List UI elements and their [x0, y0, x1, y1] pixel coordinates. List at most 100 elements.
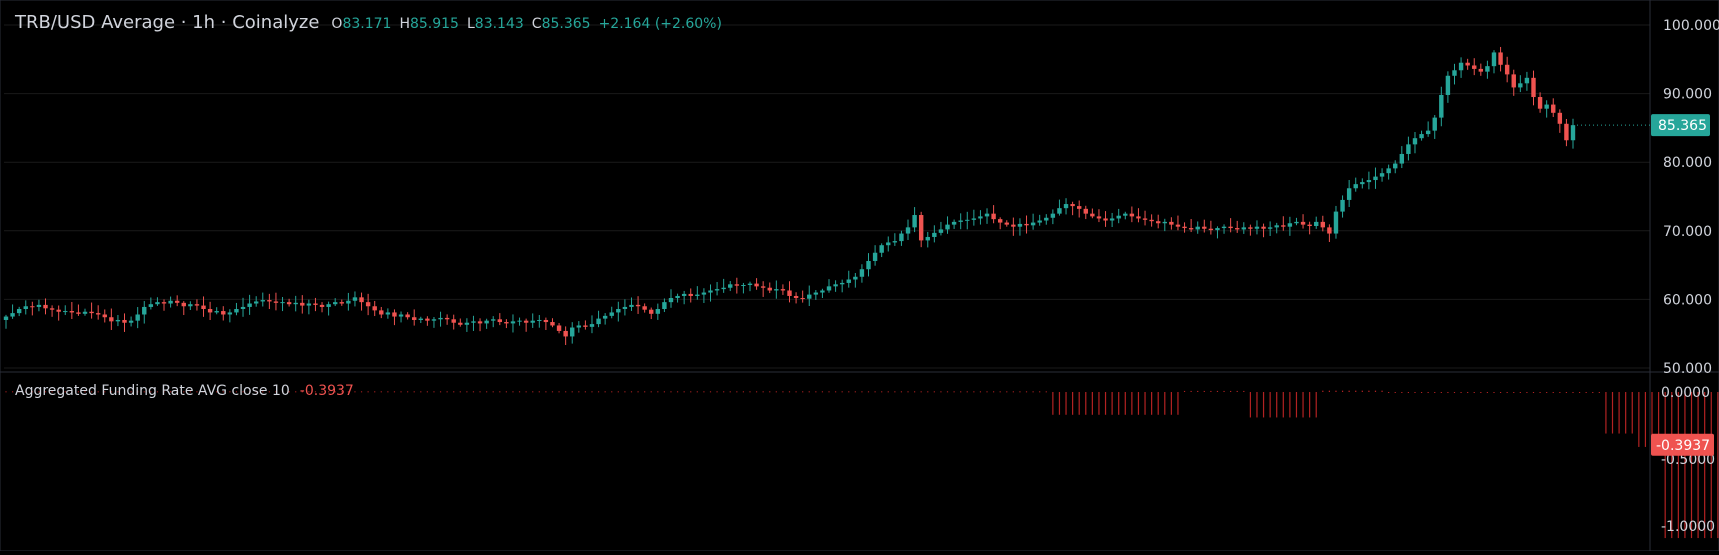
symbol-title[interactable]: TRB/USD Average · 1h · Coinalyze	[15, 12, 320, 33]
candle	[227, 309, 233, 323]
candle-body	[576, 325, 582, 328]
funding-axis[interactable]: 0.0000 -0.5000 -1.0000	[1661, 385, 1715, 535]
candle-body	[530, 320, 535, 323]
candle	[1149, 214, 1154, 227]
funding-bar	[420, 391, 422, 393]
candle-body	[1215, 228, 1220, 231]
funding-bar	[532, 391, 534, 393]
indicator-name[interactable]: Aggregated Funding Rate AVG close 10	[15, 383, 290, 399]
candle	[760, 281, 766, 297]
candle-body	[826, 286, 832, 291]
candle	[550, 318, 555, 328]
candle	[477, 318, 483, 332]
funding-bar	[1249, 392, 1251, 418]
funding-bar	[1381, 390, 1383, 392]
candle-body	[109, 317, 114, 322]
candle	[905, 219, 911, 240]
funding-bar	[696, 391, 698, 393]
candle	[451, 314, 456, 330]
candle-body	[405, 314, 410, 318]
candle-body	[510, 321, 516, 324]
candle-body	[234, 309, 239, 313]
funding-bar	[235, 391, 238, 393]
candle-body	[1491, 52, 1497, 67]
candle	[1504, 56, 1510, 83]
funding-bar	[242, 391, 244, 393]
funding-bar	[795, 391, 797, 393]
price-tick-label: 70.000	[1663, 224, 1712, 240]
funding-bar	[821, 391, 824, 393]
candle-body	[1116, 215, 1121, 219]
candle-body	[866, 260, 871, 270]
funding-bar	[25, 391, 27, 393]
candle-body	[1327, 227, 1332, 234]
candle-body	[1307, 224, 1312, 226]
candle	[734, 277, 740, 294]
candle-body	[1294, 221, 1299, 224]
candle	[826, 279, 832, 293]
funding-bar	[788, 391, 791, 393]
candle-body	[240, 306, 246, 310]
funding-bar	[110, 391, 112, 393]
candle-body	[1241, 227, 1246, 230]
funding-bar	[1276, 392, 1278, 418]
candle-body	[793, 295, 799, 299]
candle	[1241, 222, 1246, 234]
funding-bar	[1717, 392, 1719, 539]
funding-bar	[1309, 392, 1311, 418]
candle	[932, 225, 937, 243]
candle-body	[319, 304, 325, 307]
candle	[181, 301, 186, 316]
funding-bar	[966, 391, 968, 393]
candle-body	[365, 302, 371, 307]
price-axis[interactable]: 100.000 90.000 80.000 70.000 60.000 50.000	[1663, 18, 1719, 377]
candle	[1254, 220, 1260, 235]
candle	[1452, 63, 1457, 85]
candle	[642, 303, 647, 313]
candle-body	[1037, 220, 1042, 223]
funding-bar	[1592, 392, 1594, 393]
candle-body	[839, 282, 845, 285]
candle-body	[1320, 221, 1326, 228]
candle	[286, 298, 292, 307]
funding-tick-label: 0.0000	[1661, 385, 1710, 401]
candle-body	[1235, 228, 1240, 230]
candle-body	[444, 317, 450, 320]
candle	[491, 316, 496, 328]
candle-body	[912, 215, 917, 228]
funding-bar	[268, 391, 270, 393]
candle-body	[1485, 66, 1490, 72]
candle-body	[326, 304, 331, 307]
candle	[1136, 208, 1141, 223]
candle	[984, 208, 990, 224]
candle-body	[1393, 163, 1398, 169]
funding-bar	[709, 391, 712, 393]
candle-body	[188, 304, 193, 307]
candle	[1267, 221, 1273, 236]
candle	[1360, 178, 1365, 189]
candle-body	[1498, 52, 1503, 65]
funding-bar	[999, 391, 1001, 393]
candle	[1307, 221, 1312, 235]
funding-bar	[1651, 392, 1653, 447]
candle-body	[412, 317, 417, 320]
funding-bar	[663, 391, 666, 393]
candle-body	[1537, 97, 1543, 109]
candle-body	[431, 319, 437, 321]
candle-body	[1096, 216, 1102, 219]
funding-bar	[1414, 392, 1416, 393]
funding-bar	[993, 391, 995, 393]
candle-body	[161, 302, 167, 304]
candle-body	[833, 284, 838, 287]
funding-bar	[1657, 392, 1660, 447]
candle	[866, 253, 871, 277]
candle	[1327, 224, 1332, 242]
candle	[16, 306, 22, 317]
candle	[1287, 216, 1293, 236]
candle	[609, 306, 614, 319]
last-price-label: 85.365	[1658, 118, 1707, 134]
candle	[1491, 50, 1497, 74]
funding-bar	[657, 391, 659, 393]
